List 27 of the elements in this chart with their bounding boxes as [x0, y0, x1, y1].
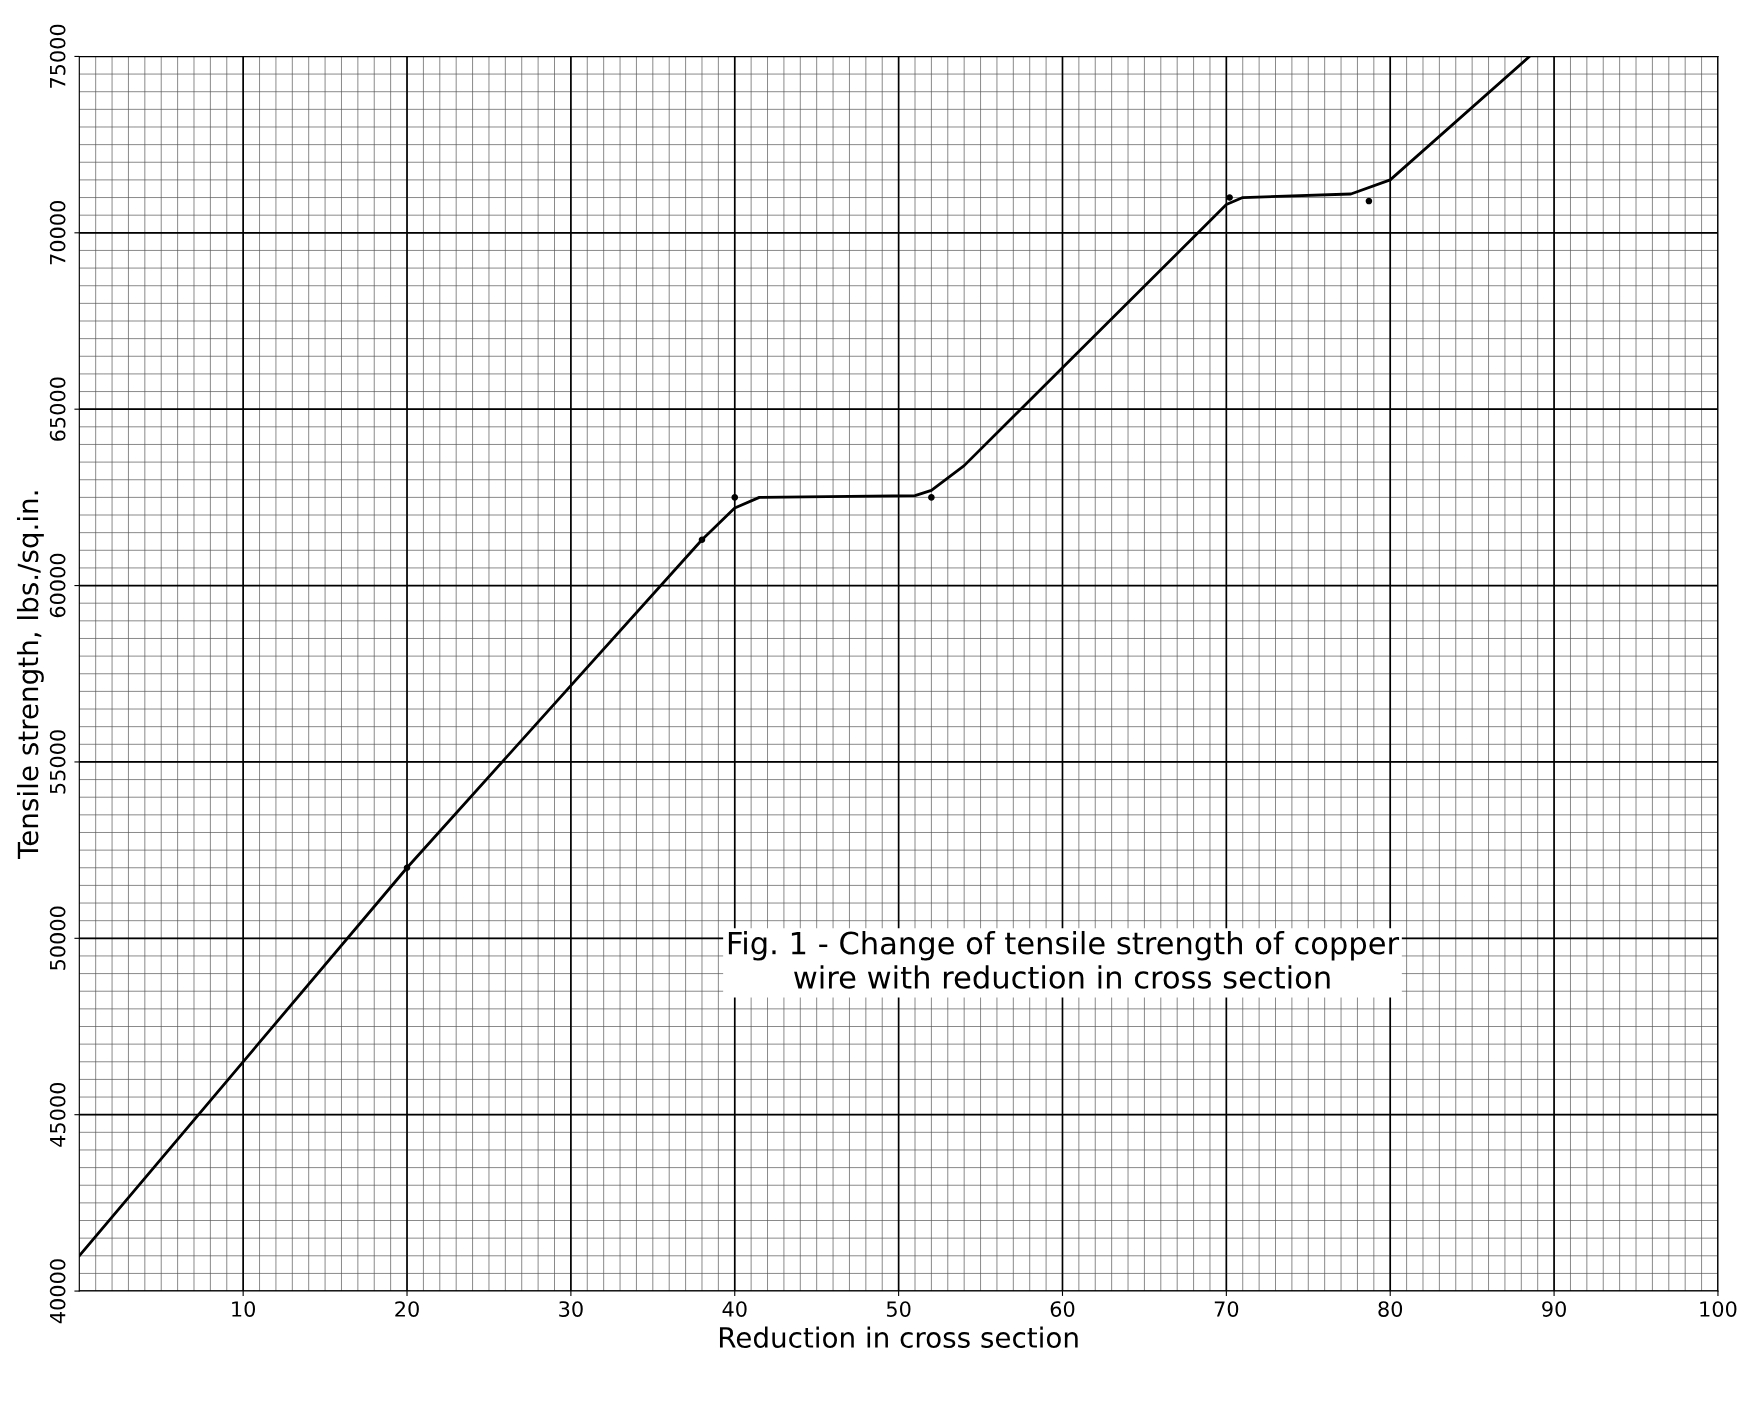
point	[1365, 197, 1373, 205]
y-tick-label: 45000	[49, 1082, 66, 1147]
x-tick-label: 10	[232, 1301, 256, 1317]
point	[698, 536, 706, 544]
y-tick-label: 60000	[49, 553, 66, 618]
x-tick-label: 70	[1214, 1301, 1239, 1317]
x-tick-label: 50	[886, 1301, 911, 1317]
y-tick-label: 75000	[49, 24, 66, 88]
x-tick-label: 20	[395, 1301, 419, 1317]
x-tick-label: 80	[1378, 1301, 1403, 1317]
annotation: Fig. 1 - Change of tensile strength of copper wire with reduction in cross section	[728, 930, 1400, 989]
x-tick-label: 100	[1700, 1301, 1737, 1317]
x-tick-label: 30	[559, 1301, 583, 1317]
x-tick-label: 40	[722, 1301, 747, 1317]
y-tick-label: 40000	[49, 1259, 66, 1324]
x-tick-label: 60	[1050, 1301, 1075, 1317]
point	[1226, 194, 1233, 201]
y-tick-label: 65000	[49, 377, 66, 441]
point	[928, 494, 935, 501]
y-tick-label: 55000	[49, 730, 66, 794]
point	[403, 864, 411, 872]
point	[731, 494, 739, 501]
x-axis-title: Reduction in cross section	[719, 1326, 1078, 1349]
y-axis-title: Tensile strength, lbs./sq.in.	[16, 491, 44, 860]
x-tick-label: 90	[1542, 1301, 1566, 1317]
y-tick-label: 50000	[49, 906, 66, 970]
y-tick-label: 70000	[49, 201, 66, 265]
